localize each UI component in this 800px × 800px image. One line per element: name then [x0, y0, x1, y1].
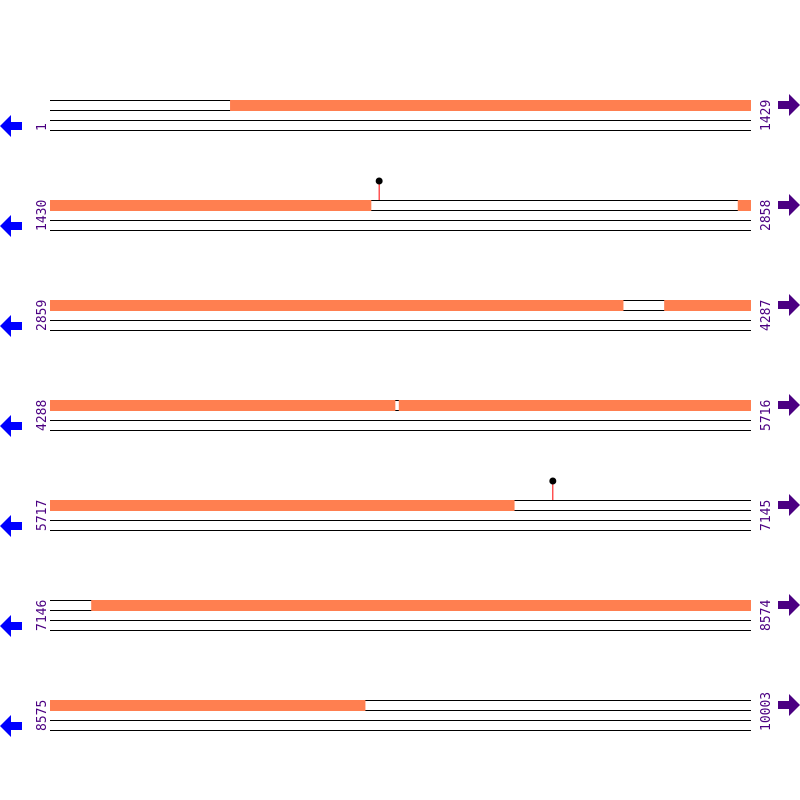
row-end-label: 5716 — [759, 400, 774, 431]
feature-segment — [664, 300, 751, 311]
arrow-left-icon — [0, 115, 22, 137]
arrow-right-icon — [778, 294, 800, 316]
row-start-label: 4288 — [35, 400, 50, 431]
arrow-right-icon — [778, 194, 800, 216]
arrow-left-icon — [0, 515, 22, 537]
arrow-right-icon — [778, 594, 800, 616]
sequence-row: 8575 10003 — [0, 692, 800, 737]
marker-dot — [549, 477, 557, 485]
sequence-row: 1430 2858 — [0, 177, 800, 237]
sequence-row: 4288 5716 — [0, 394, 800, 437]
row-end-label: 2858 — [759, 200, 774, 231]
feature-segment — [50, 300, 624, 311]
feature-segment — [398, 400, 751, 411]
feature-segment — [50, 200, 372, 211]
arrow-left-icon — [0, 615, 22, 637]
sequence-row: 1 1429 — [0, 94, 800, 137]
arrow-left-icon — [0, 715, 22, 737]
feature-segment — [230, 100, 751, 111]
row-end-label: 10003 — [759, 692, 774, 731]
row-end-label: 8574 — [759, 600, 774, 631]
arrow-left-icon — [0, 315, 22, 337]
feature-segment — [50, 700, 366, 711]
row-start-label: 1 — [35, 123, 50, 131]
row-start-label: 8575 — [35, 700, 50, 731]
arrow-right-icon — [778, 94, 800, 116]
feature-segment — [50, 500, 515, 511]
row-end-label: 1429 — [759, 100, 774, 131]
arrow-right-icon — [778, 394, 800, 416]
row-end-label: 4287 — [759, 300, 774, 331]
row-start-label: 2859 — [35, 300, 50, 331]
marker-dot — [375, 177, 383, 185]
arrow-right-icon — [778, 494, 800, 516]
sequence-row: 2859 4287 — [0, 294, 800, 337]
arrow-right-icon — [778, 694, 800, 716]
arrow-left-icon — [0, 415, 22, 437]
feature-segment — [50, 400, 396, 411]
row-start-label: 5717 — [35, 500, 50, 531]
row-start-label: 7146 — [35, 600, 50, 631]
row-end-label: 7145 — [759, 500, 774, 531]
row-start-label: 1430 — [35, 200, 50, 231]
feature-segment — [91, 600, 752, 611]
sequence-row: 7146 8574 — [0, 594, 800, 637]
arrow-left-icon — [0, 215, 22, 237]
sequence-row: 5717 7145 — [0, 477, 800, 537]
feature-segment — [737, 200, 751, 211]
